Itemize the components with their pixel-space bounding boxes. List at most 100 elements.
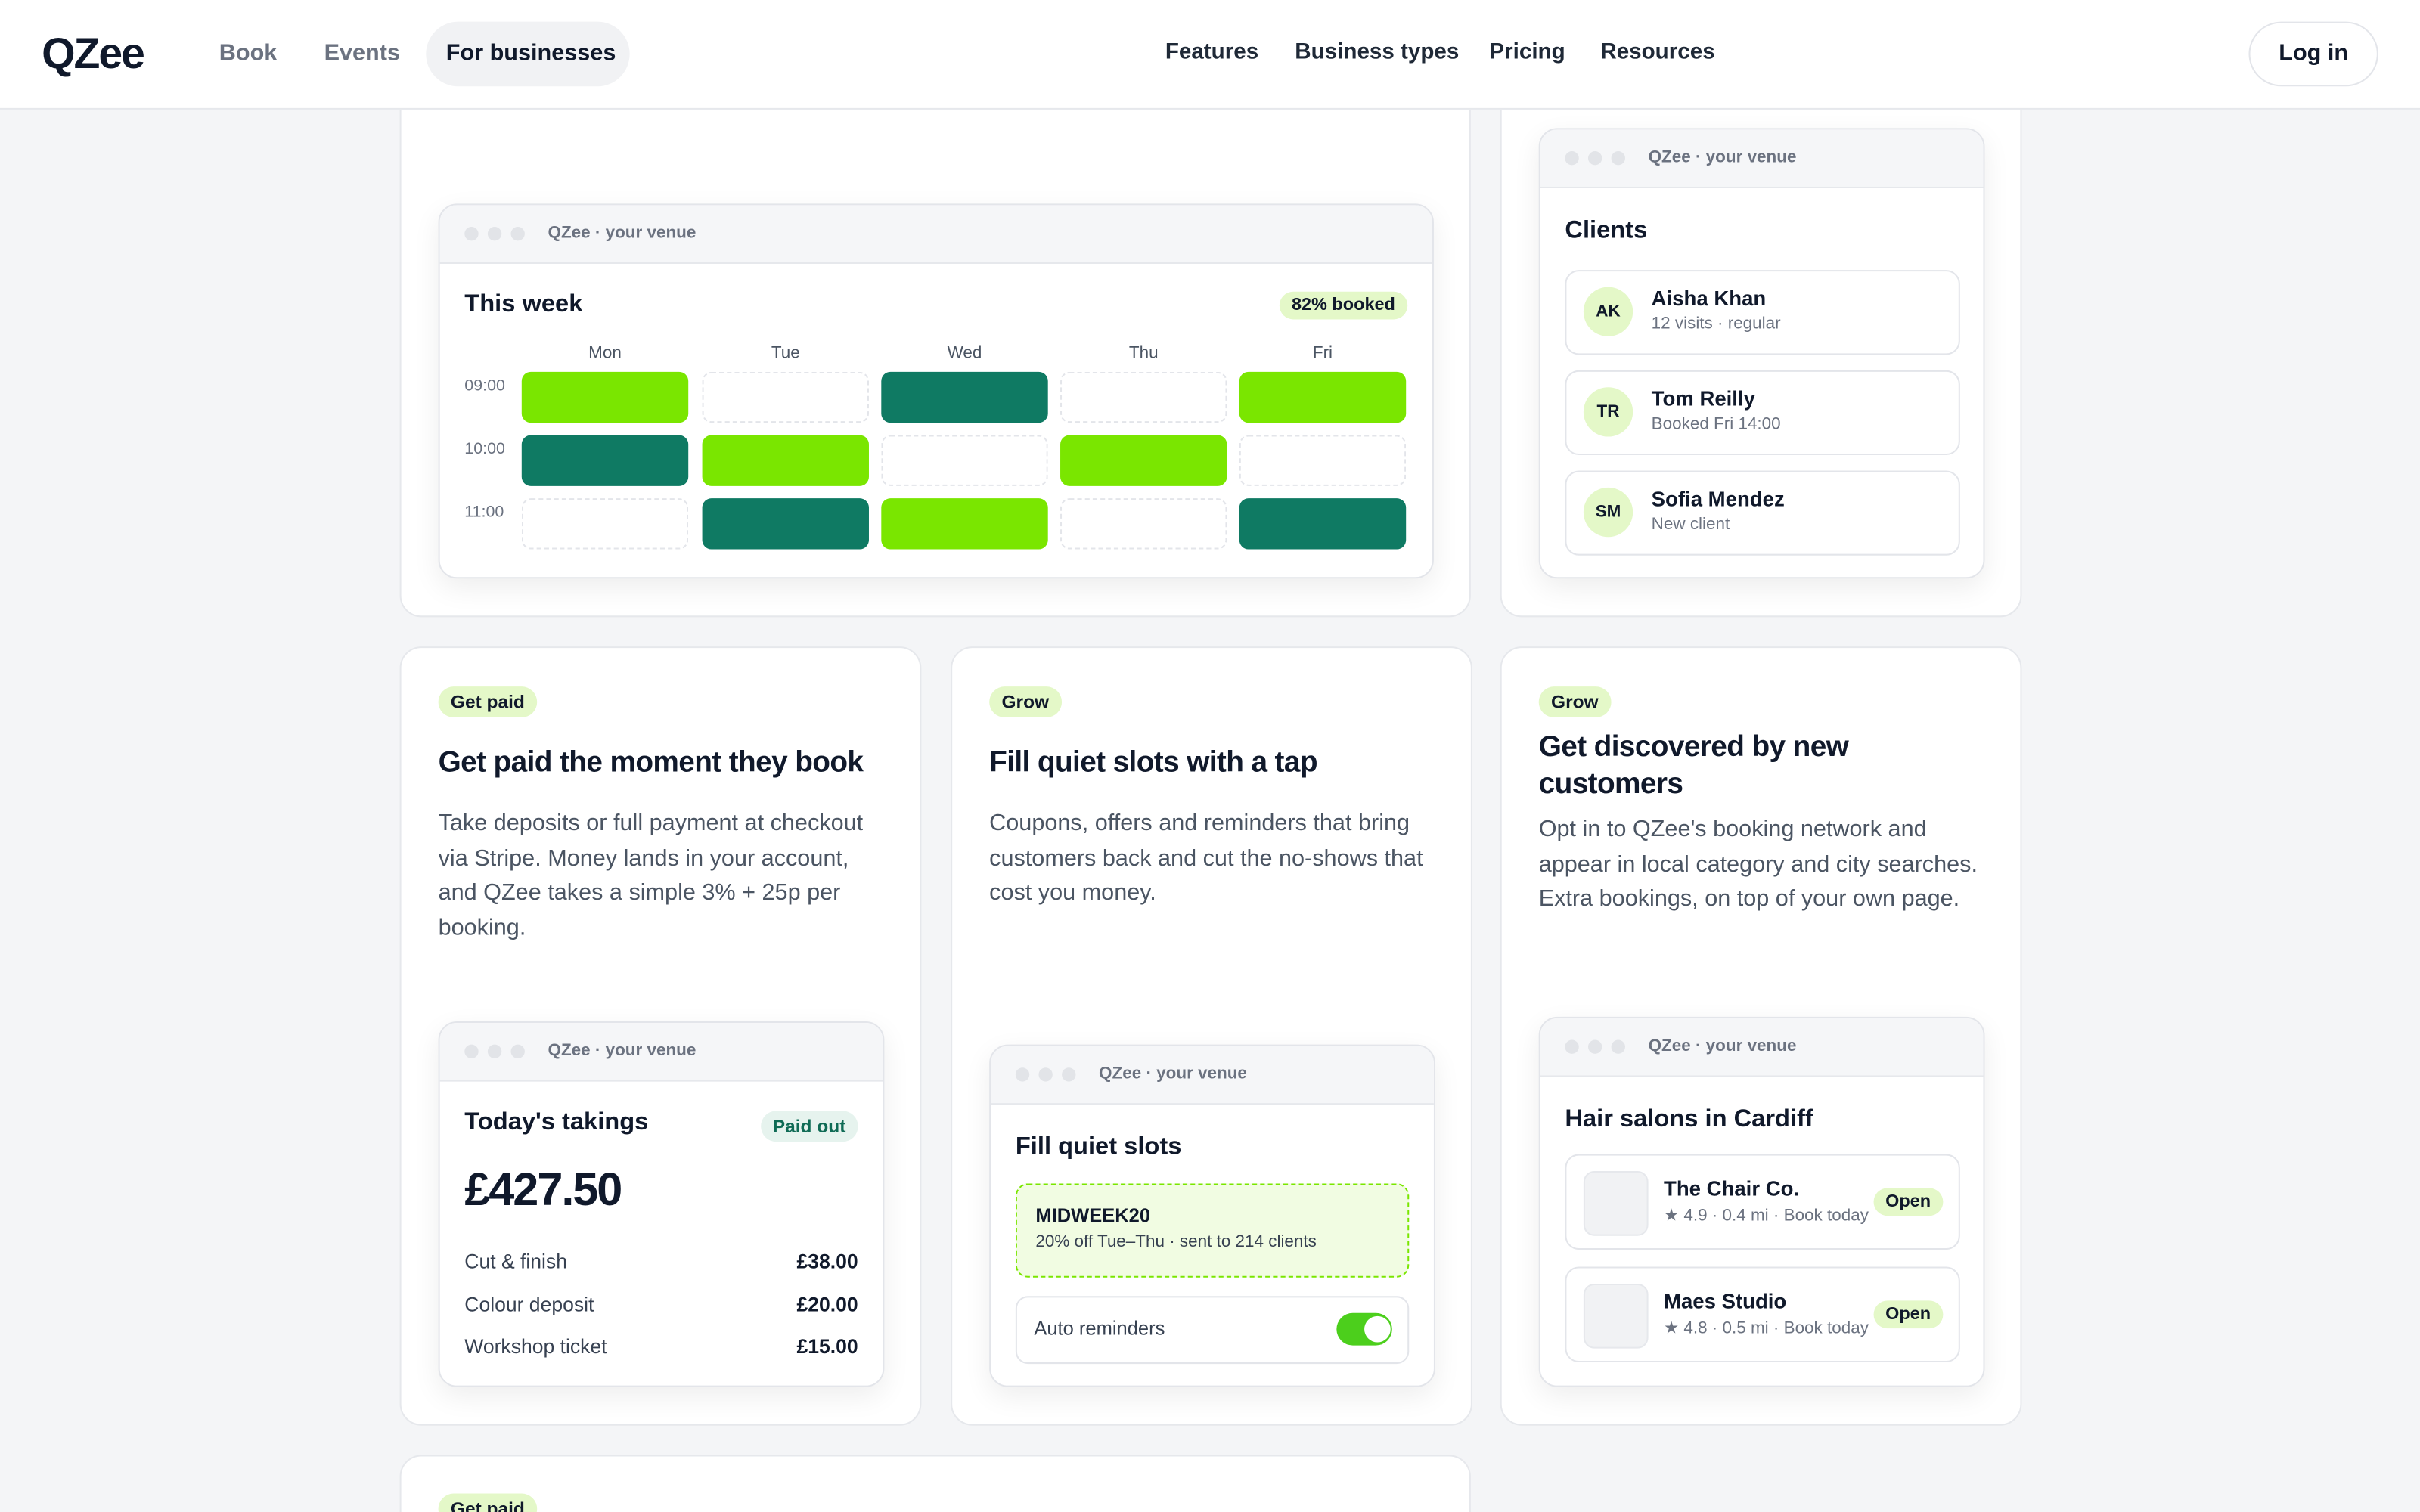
nav-link[interactable]: Events — [324, 40, 400, 67]
decoration — [510, 1044, 525, 1058]
time-label: 11:00 — [464, 503, 504, 522]
window-bar: QZee · your venue — [1540, 1018, 1984, 1077]
tag: Get paid — [438, 1493, 538, 1512]
feature-title: Fill quiet slots with a tap — [989, 746, 1317, 779]
line-amount: £20.00 — [796, 1292, 858, 1315]
window: QZee · your venue Hair salons in Cardiff… — [1538, 1016, 1985, 1387]
slot — [881, 498, 1048, 550]
window: QZee · your venue Today's takings Paid o… — [438, 1021, 885, 1387]
decoration — [1565, 150, 1579, 166]
listing-row: The Chair Co. ★ 4.9 · 0.4 mi · Book today… — [1565, 1154, 1960, 1250]
listing-name: Maes Studio — [1663, 1290, 1787, 1313]
line-label: Colour deposit — [464, 1292, 594, 1315]
active-pill — [426, 21, 630, 87]
feature-title: Get paid the moment they book — [438, 746, 864, 779]
listing-meta: ★ 4.9 · 0.4 mi · Book today — [1663, 1206, 1869, 1225]
slot — [521, 435, 689, 486]
client-note: Booked Fri 14:00 — [1651, 414, 1781, 434]
feature-card: Get paid — [399, 1455, 1471, 1512]
listing-name: The Chair Co. — [1663, 1177, 1800, 1201]
menu-link[interactable]: Business types — [1295, 40, 1460, 65]
clients-card: QZee · your venue Clients AK Aisha Khan 12… — [1500, 61, 2022, 618]
window: QZee · your venue Fill quiet slots MIDWE… — [989, 1044, 1435, 1387]
feature-card: Grow Get discovered by new customers Opt… — [1500, 646, 2022, 1426]
status: Open — [1872, 1300, 1944, 1329]
feature-card: Grow Fill quiet slots with a tap Coupons… — [951, 646, 1472, 1426]
client-note: New client — [1651, 515, 1730, 534]
tag: Get paid — [438, 686, 538, 717]
window-bar: QZee · your venue — [1540, 129, 1984, 188]
total: £427.50 — [464, 1164, 622, 1216]
line-amount: £38.00 — [796, 1250, 858, 1273]
thumb — [1583, 1170, 1649, 1236]
coupon-code: MIDWEEK20 — [1035, 1204, 1151, 1227]
avatar: TR — [1583, 387, 1634, 437]
slot — [521, 371, 689, 423]
slot — [1060, 435, 1227, 486]
slot — [1060, 371, 1227, 423]
client-name: Tom Reilly — [1651, 387, 1755, 411]
panel-title: Fill quiet slots — [1015, 1133, 1182, 1160]
time-label: 10:00 — [464, 439, 505, 459]
status: Open — [1872, 1188, 1944, 1216]
tag: Grow — [1538, 686, 1611, 717]
tag: Grow — [989, 686, 1062, 717]
feature-body: Opt in to QZee's booking network and app… — [1538, 816, 1978, 912]
coupon: MIDWEEK20 20% off Tue–Thu · sent to 214 … — [1015, 1183, 1410, 1278]
header: QZee Book Events For businesses Features… — [0, 0, 2420, 110]
toggle[interactable] — [1336, 1312, 1392, 1346]
client-row: SM Sofia Mendez New client — [1565, 470, 1960, 556]
badge: 82% booked — [1279, 291, 1408, 320]
listing-meta: ★ 4.8 · 0.5 mi · Book today — [1663, 1318, 1869, 1338]
decoration — [510, 226, 525, 241]
window-title: QZee · your venue — [1648, 147, 1797, 167]
line-label: Cut & finish — [464, 1250, 567, 1273]
logo[interactable]: QZee — [42, 29, 145, 78]
nav-link[interactable]: For businesses — [445, 40, 616, 67]
decoration — [1587, 150, 1602, 166]
menu-link[interactable]: Pricing — [1489, 40, 1565, 65]
slot — [881, 371, 1048, 423]
menu-link[interactable]: Features — [1165, 40, 1259, 65]
panel-title: Clients — [1565, 217, 1648, 244]
coupon-note: 20% off Tue–Thu · sent to 214 clients — [1035, 1232, 1317, 1252]
nav-link[interactable]: Book — [219, 40, 278, 67]
login-button[interactable]: Log in — [2248, 21, 2378, 87]
decoration — [1062, 1067, 1076, 1082]
listing-row: Maes Studio ★ 4.8 · 0.5 mi · Book today Op… — [1565, 1266, 1960, 1363]
slot — [1060, 498, 1227, 550]
day-label: Mon — [588, 344, 622, 363]
slot — [702, 371, 869, 423]
client-name: Aisha Khan — [1651, 287, 1767, 311]
toggle-row: Auto reminders — [1015, 1296, 1410, 1365]
feature-card: Get paid Get paid the moment they book T… — [399, 646, 922, 1426]
decoration — [1364, 1315, 1391, 1343]
avatar: SM — [1583, 487, 1634, 538]
panel-title: Hair salons in Cardiff — [1565, 1106, 1813, 1132]
window: QZee · your venue Clients AK Aisha Khan 12… — [1538, 128, 1985, 579]
client-row: TR Tom Reilly Booked Fri 14:00 — [1565, 370, 1960, 456]
schedule-card: QZee · your venue This week 82% booked M… — [399, 61, 1471, 618]
decoration — [1611, 150, 1625, 166]
decoration — [1565, 1040, 1579, 1054]
window-title: QZee · your venue — [548, 1041, 697, 1061]
decoration — [464, 1044, 479, 1058]
client-name: Sofia Mendez — [1651, 487, 1785, 511]
decoration — [1038, 1067, 1053, 1082]
panel-title: Today's takings — [464, 1109, 649, 1136]
decoration — [464, 226, 479, 241]
line-amount: £15.00 — [796, 1334, 858, 1358]
window-title: QZee · your venue — [1099, 1064, 1247, 1083]
avatar: AK — [1583, 287, 1634, 336]
day-label: Thu — [1128, 344, 1159, 363]
slot — [881, 435, 1048, 486]
slot — [1239, 498, 1407, 550]
decoration — [487, 226, 502, 241]
decoration — [1611, 1040, 1625, 1054]
feature-title: Get discovered by new customers — [1538, 731, 1849, 801]
slot — [521, 498, 689, 550]
menu-link[interactable]: Resources — [1600, 40, 1715, 65]
window-title: QZee · your venue — [548, 223, 697, 243]
